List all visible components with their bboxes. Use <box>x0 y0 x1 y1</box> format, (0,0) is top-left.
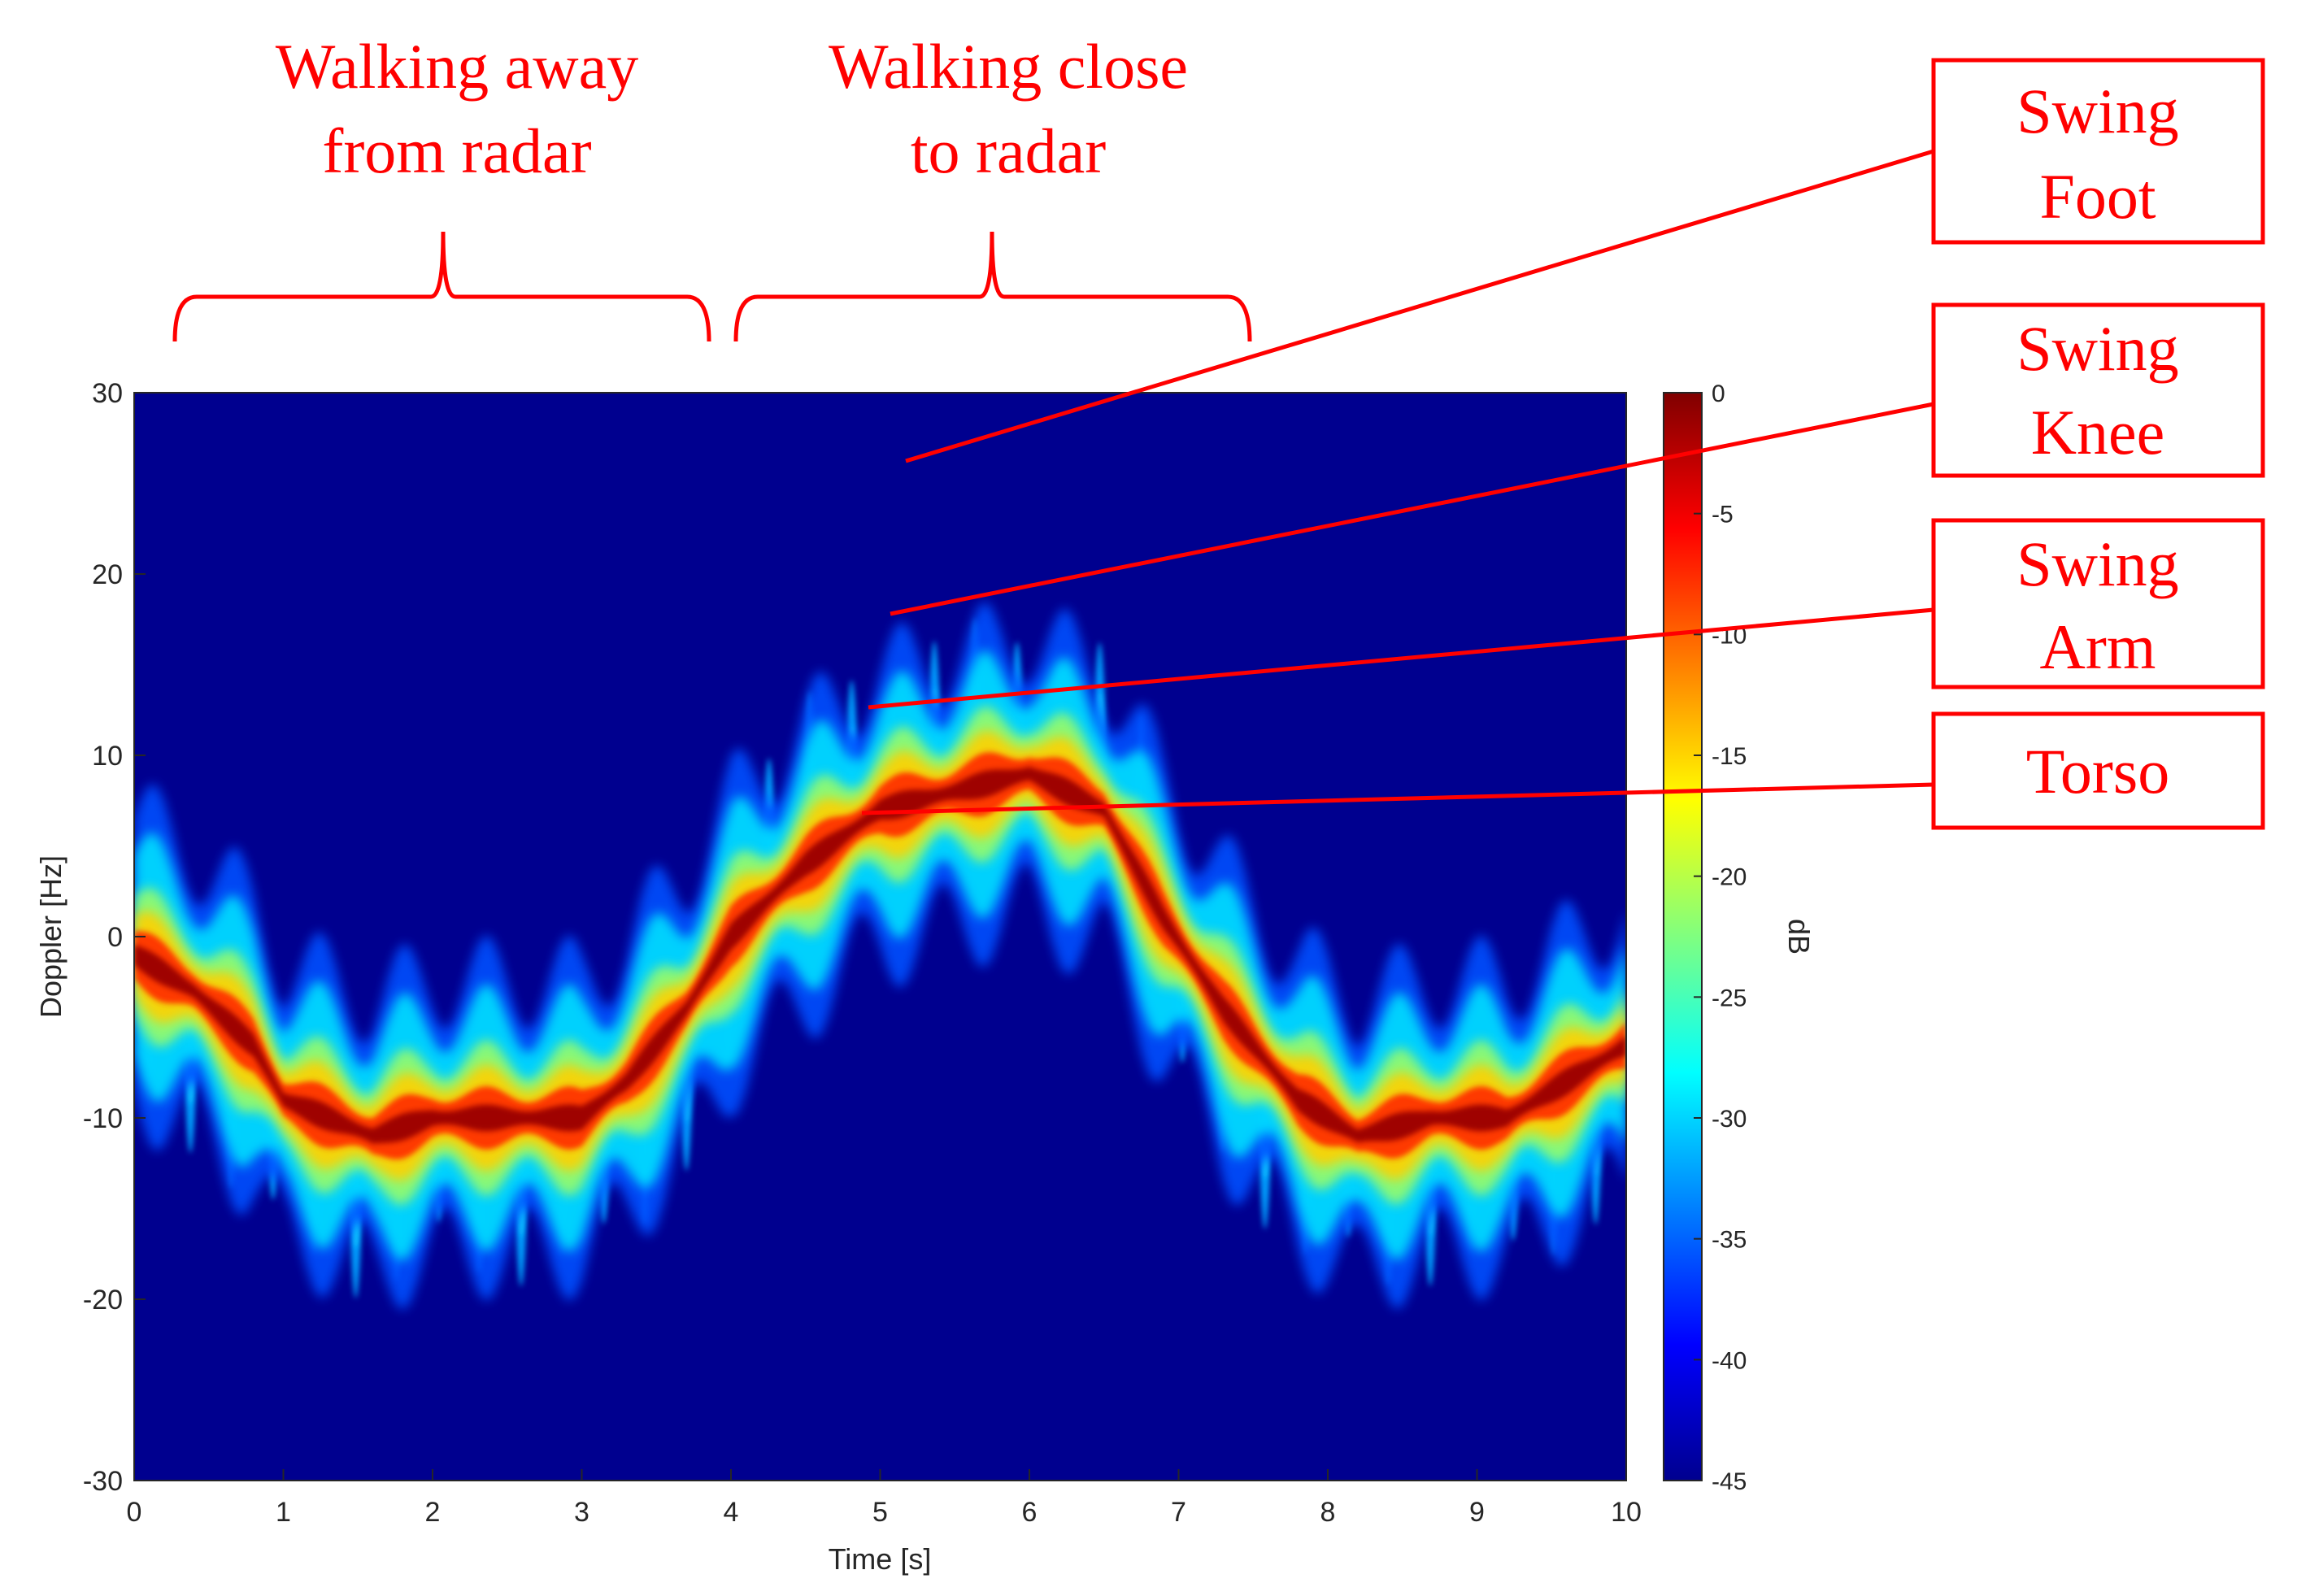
x-tick-label: 1 <box>276 1497 291 1528</box>
swing-arm-line2: Arm <box>2040 611 2156 682</box>
x-axis-ticks: 0 1 2 3 4 5 6 7 8 9 10 <box>127 1469 1642 1528</box>
x-axis-label: Time [s] <box>829 1542 932 1576</box>
region-walking-close-line2: to radar <box>911 115 1106 186</box>
x-tick-label: 9 <box>1469 1497 1485 1528</box>
heat-band-red <box>134 752 1626 1160</box>
colorbar-tick-label: 0 <box>1712 381 1725 407</box>
y-axis-label: Doppler [Hz] <box>34 855 67 1018</box>
label-box-torso <box>1931 711 2265 830</box>
x-tick-label: 6 <box>1022 1497 1038 1528</box>
colorbar-tick-label: -15 <box>1712 743 1747 770</box>
x-tick-label: 2 <box>425 1497 441 1528</box>
x-tick-label: 8 <box>1320 1497 1336 1528</box>
region-walking-close-line1: Walking close <box>829 31 1188 102</box>
y-axis-ticks: 30 20 10 0 -10 -20 -30 <box>83 378 146 1497</box>
y-tick-label: 0 <box>107 922 123 953</box>
x-tick-label: 3 <box>574 1497 589 1528</box>
y-tick-label: 30 <box>92 378 123 409</box>
leader-torso <box>861 782 1934 815</box>
y-tick-label: -30 <box>83 1466 123 1497</box>
swing-foot-line2: Foot <box>2039 161 2156 232</box>
leader-swing-foot <box>905 149 1934 463</box>
region-walking-away-line1: Walking away <box>276 31 638 102</box>
x-tick-label: 10 <box>1611 1497 1642 1528</box>
colorbar-label: dB <box>1782 919 1816 955</box>
x-tick-label: 4 <box>724 1497 739 1528</box>
swing-arm-line1: Swing <box>2016 528 2178 599</box>
bracket-walking-close <box>733 231 1252 342</box>
y-tick-label: 10 <box>92 741 123 772</box>
y-tick-label: -20 <box>83 1285 123 1316</box>
x-tick-label: 5 <box>872 1497 888 1528</box>
x-tick-label: 0 <box>127 1497 142 1528</box>
swing-knee-line2: Knee <box>2031 397 2165 467</box>
colorbar-tick-label: -5 <box>1712 502 1734 528</box>
colorbar-tick-label: -30 <box>1712 1106 1747 1133</box>
y-tick-label: 20 <box>92 559 123 590</box>
x-tick-label: 7 <box>1171 1497 1186 1528</box>
colorbar-tick-label: -25 <box>1712 985 1747 1011</box>
label-box-swing-knee <box>1931 302 2265 478</box>
swing-knee-line1: Swing <box>2016 313 2178 384</box>
colorbar-tick-label: -35 <box>1712 1227 1747 1254</box>
heat-band-core <box>134 767 1626 1144</box>
label-box-swing-foot <box>1931 58 2265 245</box>
label-box-swing-arm <box>1931 518 2265 689</box>
colorbar-tick-label: -20 <box>1712 864 1747 891</box>
leader-swing-knee <box>890 402 1934 616</box>
colorbar-tick-label: -40 <box>1712 1347 1747 1374</box>
region-walking-away-line2: from radar <box>322 115 591 186</box>
heatmap-layer <box>134 601 1626 1311</box>
swing-foot-line1: Swing <box>2016 76 2178 146</box>
bracket-walking-away <box>172 231 711 342</box>
leader-swing-arm <box>868 607 1934 710</box>
colorbar <box>1663 392 1703 1481</box>
y-tick-label: -10 <box>83 1103 123 1134</box>
colorbar-tick-label: -45 <box>1712 1468 1747 1495</box>
torso-label: Torso <box>2026 736 2170 807</box>
